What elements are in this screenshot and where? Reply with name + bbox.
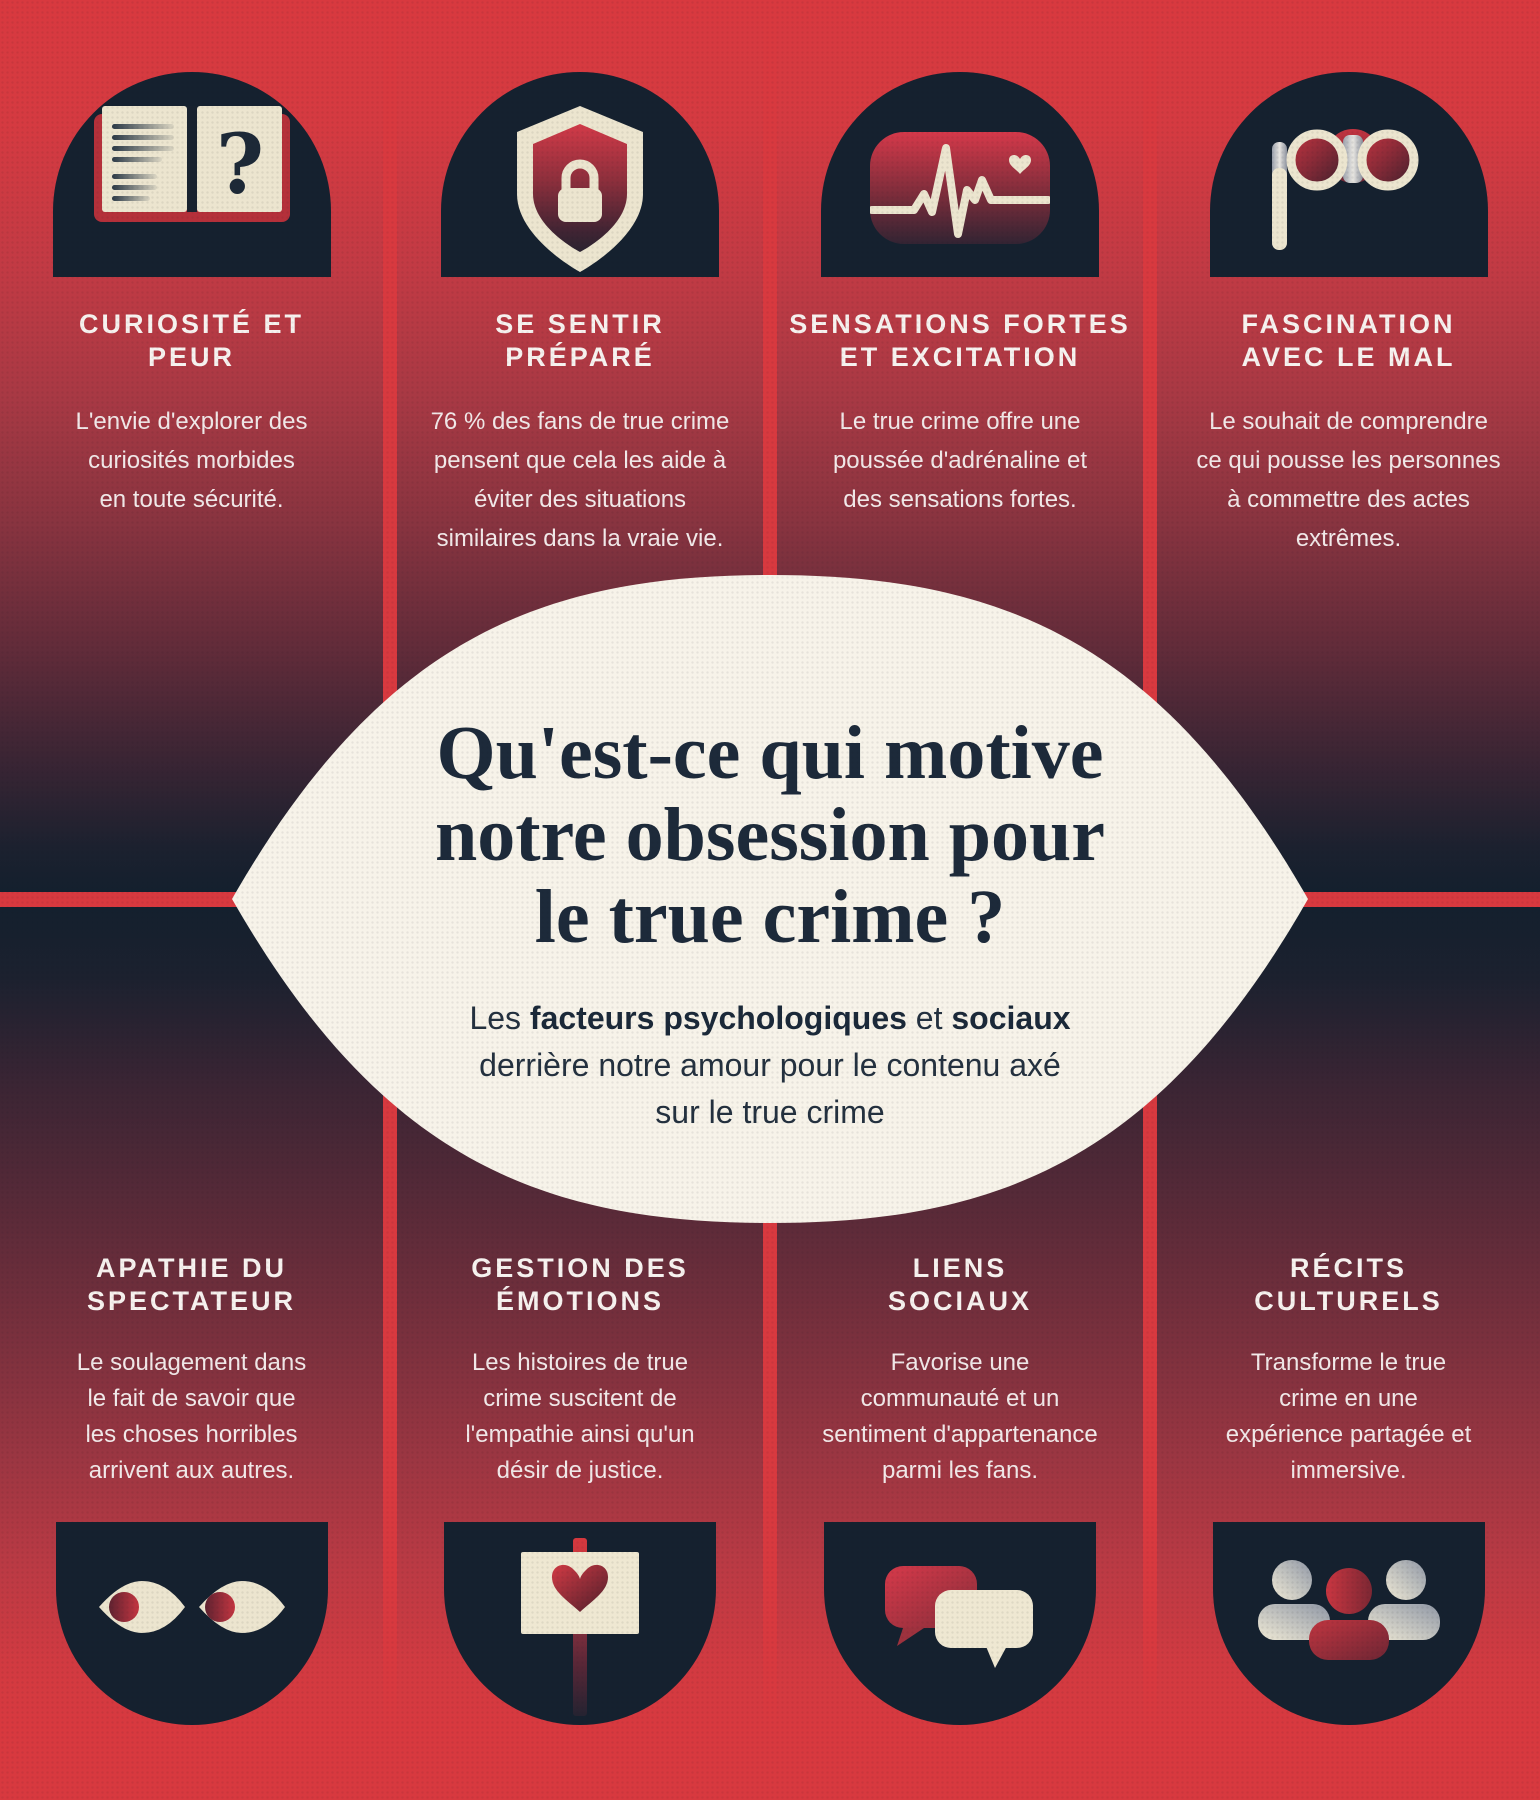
card-title: APATHIE DU SPECTATEUR: [86, 1253, 296, 1316]
open-book-question-icon: ?: [93, 106, 290, 222]
opera-glasses-icon: [1271, 129, 1418, 250]
protest-sign-heart-icon: [521, 1538, 639, 1716]
watching-eyes-icon: [98, 1581, 285, 1633]
card-body: Le true crime offre une poussée d'adréna…: [832, 408, 1088, 513]
card-body: Le soulagement dans le fait de savoir qu…: [76, 1349, 307, 1484]
people-group-icon: [1257, 1560, 1440, 1660]
card-title: SENSATIONS FORTES ET EXCITATION: [789, 309, 1131, 372]
svg-text:?: ?: [215, 117, 263, 213]
icon-arch: [821, 72, 1099, 277]
icon-arch: ?: [52, 72, 331, 277]
icon-cup: [1212, 1522, 1485, 1725]
card-title: LIENS SOCIAUX: [887, 1253, 1033, 1316]
card-body: Les histoires de true crime suscitent de…: [465, 1349, 695, 1484]
card-body: Transforme le true crime en une expérien…: [1225, 1349, 1472, 1484]
subtitle-bold-phrase: facteurs psychologiques: [529, 1000, 907, 1036]
heartbeat-monitor-icon: [870, 132, 1050, 244]
card-body: Le souhait de comprendre ce qui pousse l…: [1196, 408, 1501, 552]
icon-arch: [1209, 72, 1488, 277]
card-title: SE SENTIR PRÉPARÉ: [495, 309, 665, 372]
card-title: GESTION DES ÉMOTIONS: [471, 1253, 689, 1316]
chat-bubbles-icon: [885, 1566, 1033, 1668]
shield-lock-icon: [517, 106, 643, 272]
card-body: 76 % des fans de true crime pensent que …: [430, 408, 730, 552]
subtitle-bold-phrase: sociaux: [951, 1000, 1071, 1036]
card-fascination-avec-le-mal: FASCINATION AVEC LE MAL Le souhait de co…: [1157, 0, 1540, 892]
icon-cup: [55, 1522, 328, 1725]
card-body: Favorise une communauté et un sentiment …: [822, 1349, 1098, 1484]
card-title: FASCINATION AVEC LE MAL: [1241, 309, 1456, 372]
card-title: CURIOSITÉ ET PEUR: [78, 309, 304, 372]
card-curiosite-et-peur: ? CURIOSITÉ ET PEUR L'envie d'explorer d…: [0, 0, 383, 892]
main-title: Qu'est-ce qui motive notre obsession pou…: [434, 711, 1106, 959]
icon-cup: [824, 1522, 1096, 1725]
icon-arch: [441, 72, 719, 277]
icon-cup: [444, 1522, 716, 1725]
card-title: RÉCITS CULTURELS: [1254, 1253, 1443, 1316]
card-body: L'envie d'explorer des curiosités morbid…: [75, 408, 308, 513]
eye-subtitle: Les facteurs psychologiques et sociaux d…: [469, 1000, 1071, 1130]
